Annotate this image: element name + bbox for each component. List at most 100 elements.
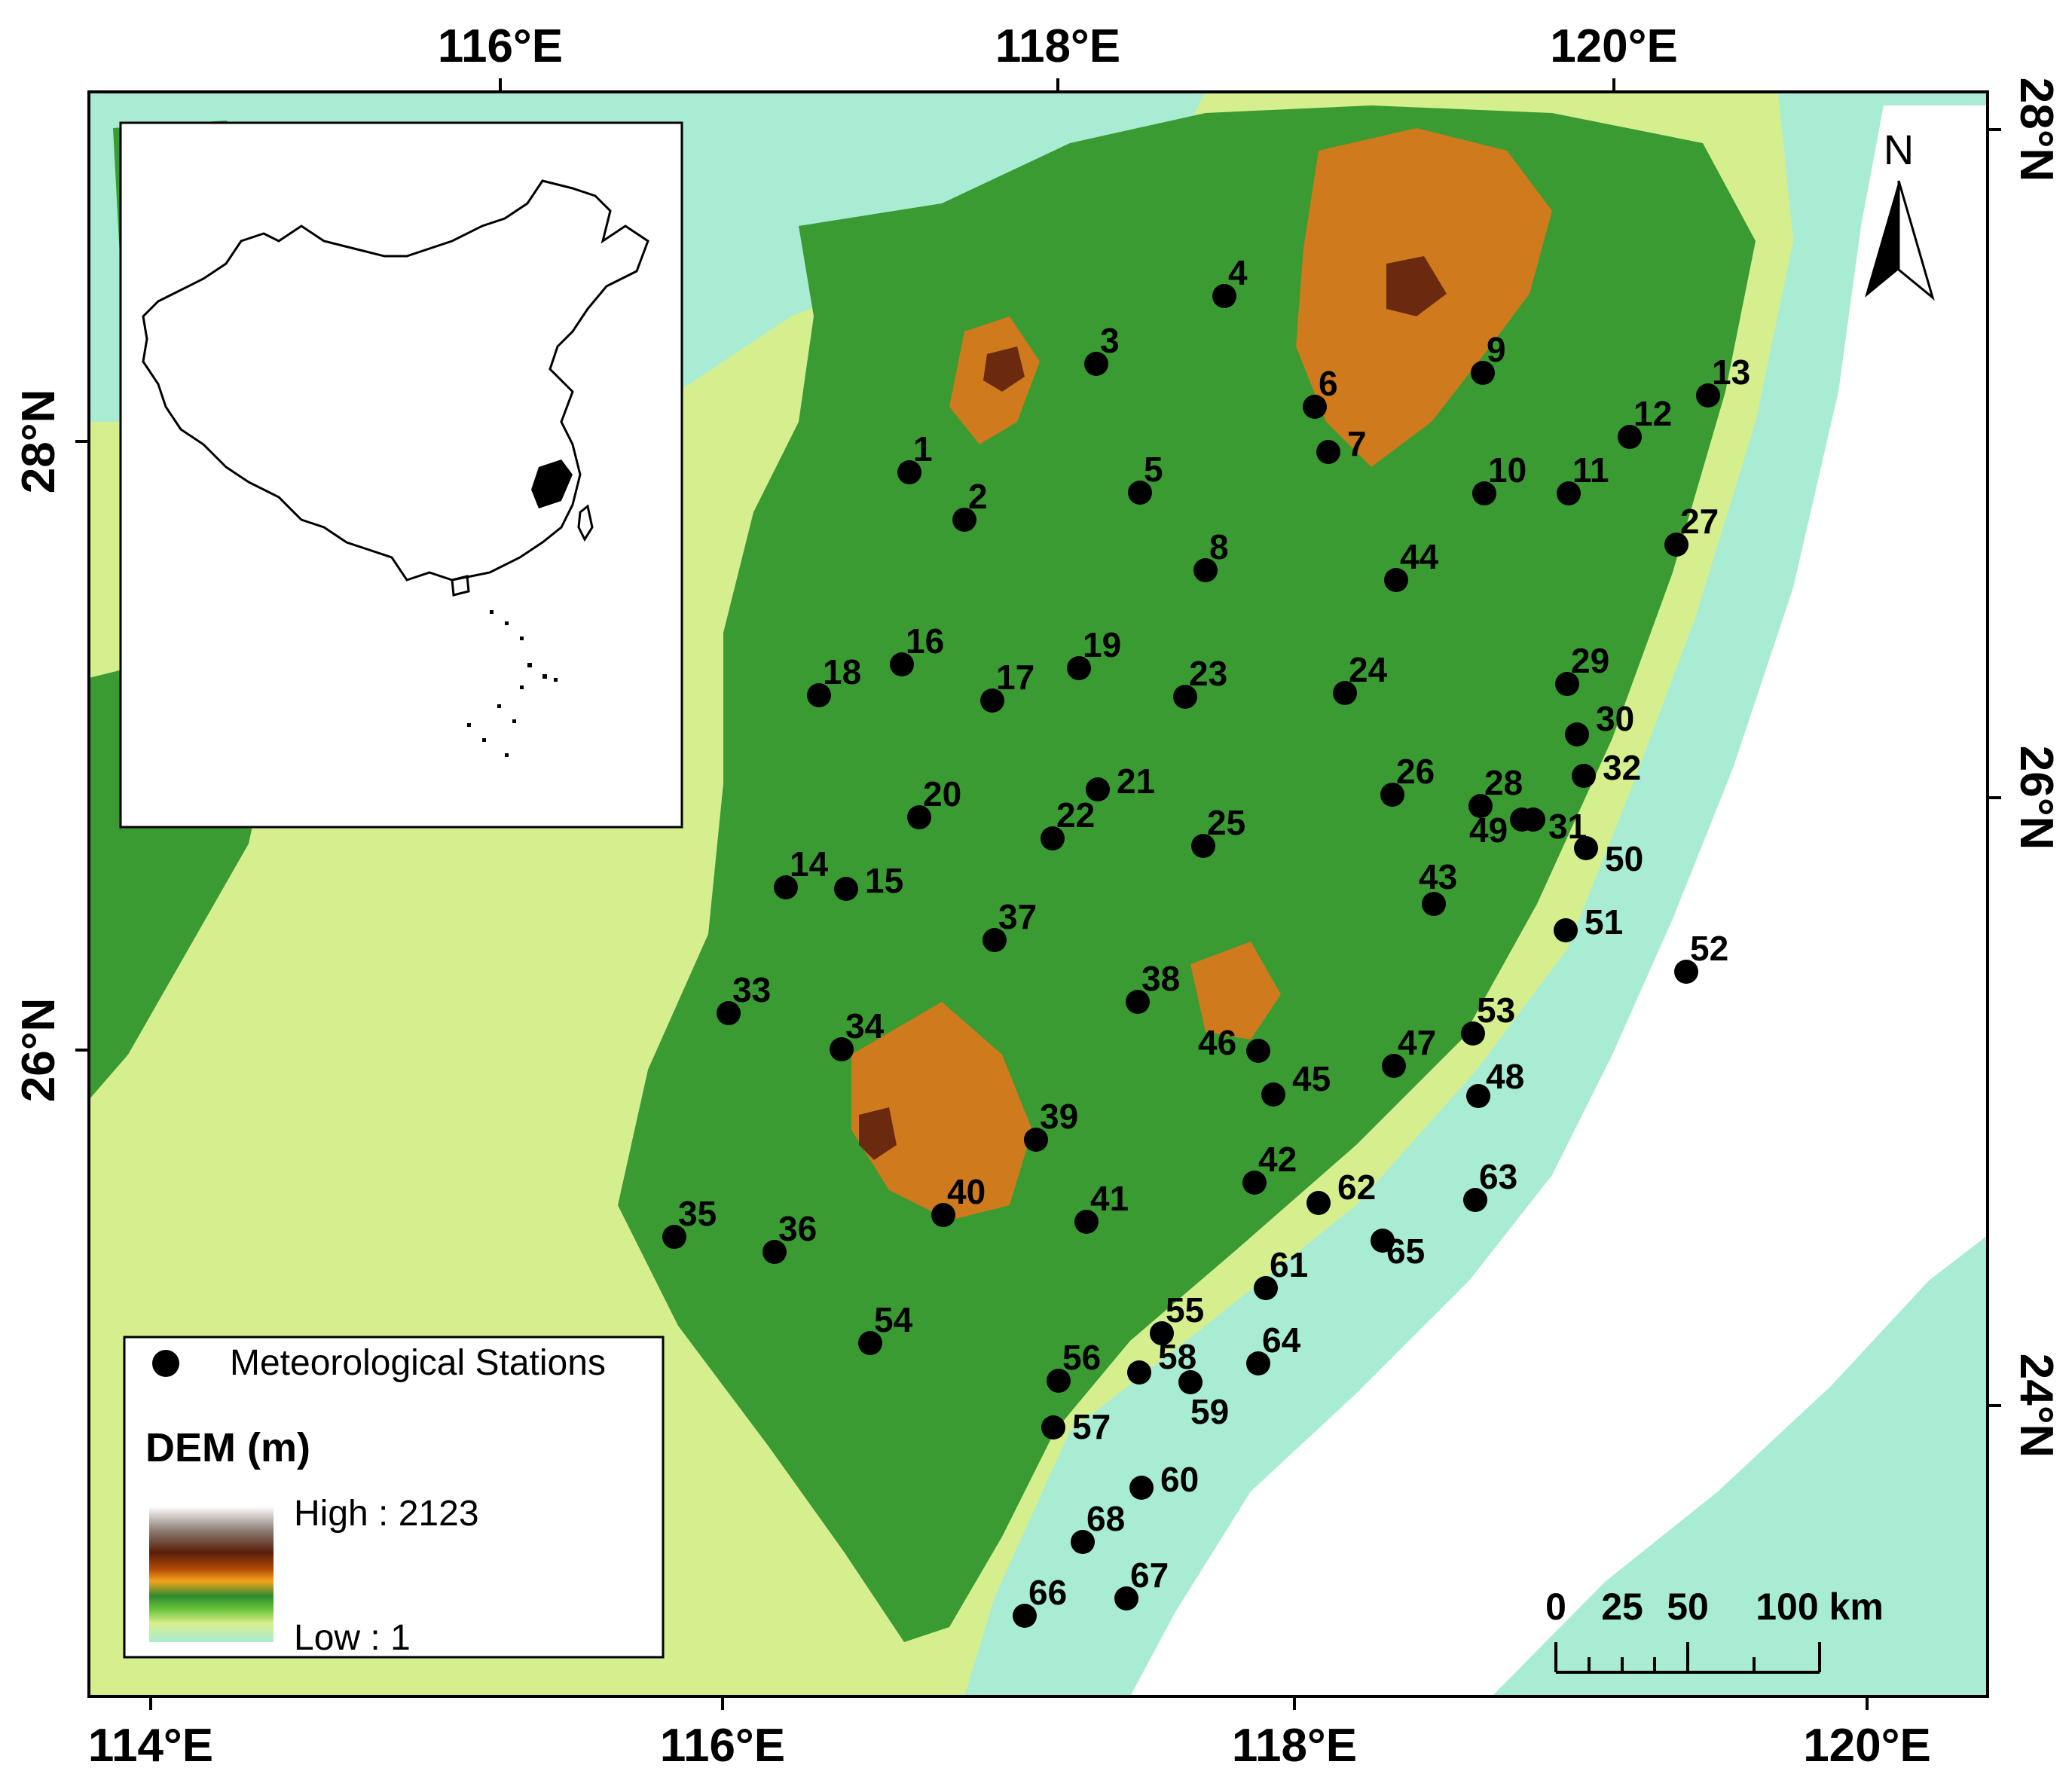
station-label: 8 bbox=[1209, 527, 1229, 566]
station-marker: 24 bbox=[1333, 650, 1388, 705]
station-marker: 46 bbox=[1198, 1023, 1270, 1063]
bottom-tick-label: 114°E bbox=[88, 1720, 213, 1772]
station-label: 38 bbox=[1141, 959, 1180, 998]
station-label: 49 bbox=[1469, 811, 1508, 850]
left-tick-label: 26°N bbox=[13, 998, 65, 1103]
station-dot bbox=[1013, 1604, 1037, 1628]
station-dot bbox=[1246, 1351, 1270, 1375]
station-dot bbox=[1041, 826, 1065, 850]
station-marker: 57 bbox=[1041, 1407, 1111, 1446]
station-label: 47 bbox=[1398, 1023, 1436, 1062]
station-dot bbox=[1461, 1021, 1485, 1046]
bottom-tick-label: 120°E bbox=[1803, 1720, 1931, 1772]
station-dot bbox=[1074, 1210, 1099, 1234]
china-outline bbox=[142, 179, 649, 582]
station-label: 67 bbox=[1130, 1555, 1169, 1595]
station-marker: 64 bbox=[1246, 1320, 1301, 1375]
station-label: 53 bbox=[1477, 991, 1515, 1030]
bottom-tick-label: 116°E bbox=[660, 1720, 785, 1772]
station-dot bbox=[1246, 1039, 1270, 1063]
station-marker: 5 bbox=[1128, 450, 1163, 505]
station-dot bbox=[1173, 685, 1197, 709]
station-marker: 29 bbox=[1555, 641, 1609, 696]
station-dot bbox=[1128, 481, 1152, 505]
station-marker: 45 bbox=[1261, 1059, 1331, 1107]
axis-labels: 116°E 118°E 120°E 114°E 116°E 118°E 120°… bbox=[13, 20, 2062, 1772]
station-label: 17 bbox=[996, 658, 1034, 697]
station-label: 42 bbox=[1258, 1140, 1297, 1179]
station-label: 41 bbox=[1090, 1179, 1129, 1218]
station-dot bbox=[1306, 1191, 1331, 1215]
station-marker: 55 bbox=[1150, 1290, 1204, 1345]
station-label: 15 bbox=[865, 861, 903, 900]
station-label: 2 bbox=[968, 477, 988, 516]
station-label: 56 bbox=[1062, 1338, 1101, 1377]
station-label: 10 bbox=[1488, 450, 1526, 490]
station-label: 16 bbox=[906, 621, 944, 661]
station-label: 52 bbox=[1690, 929, 1728, 968]
station-label: 29 bbox=[1571, 641, 1609, 680]
frame-ticks bbox=[75, 78, 2001, 1710]
station-dot bbox=[1067, 656, 1091, 680]
station-dot bbox=[980, 688, 1004, 713]
station-dot bbox=[1471, 361, 1495, 385]
station-dot bbox=[1126, 990, 1150, 1014]
station-dot bbox=[1333, 681, 1357, 705]
station-marker: 26 bbox=[1380, 752, 1435, 807]
station-marker: 53 bbox=[1461, 991, 1515, 1046]
station-dot bbox=[890, 652, 914, 676]
station-dot bbox=[1150, 1321, 1174, 1345]
station-dot bbox=[952, 508, 976, 532]
station-label: 63 bbox=[1479, 1157, 1517, 1196]
station-label: 43 bbox=[1419, 857, 1457, 896]
station-label: 3 bbox=[1100, 321, 1120, 360]
station-label: 34 bbox=[845, 1006, 885, 1046]
station-label: 39 bbox=[1040, 1097, 1078, 1136]
station-marker: 21 bbox=[1086, 762, 1155, 801]
station-dot bbox=[1557, 481, 1581, 505]
station-dot bbox=[1468, 794, 1493, 818]
station-marker: 66 bbox=[1013, 1573, 1067, 1628]
station-dot bbox=[858, 1331, 882, 1355]
legend-stations-label: Meteorological Stations bbox=[230, 1343, 606, 1383]
station-label: 25 bbox=[1207, 803, 1245, 842]
station-dot bbox=[1618, 425, 1642, 449]
station-dot bbox=[1047, 1369, 1071, 1393]
north-arrow-label: N bbox=[1884, 126, 1914, 173]
station-marker: 41 bbox=[1074, 1179, 1129, 1234]
station-marker: 58 bbox=[1127, 1337, 1196, 1385]
station-marker: 50 bbox=[1574, 836, 1643, 878]
station-dot bbox=[1086, 777, 1110, 801]
station-dot bbox=[1555, 672, 1579, 696]
peak-north bbox=[1386, 256, 1447, 316]
station-marker: 20 bbox=[907, 774, 961, 829]
station-label: 60 bbox=[1160, 1460, 1199, 1499]
station-dot bbox=[1193, 558, 1218, 582]
hainan-island bbox=[451, 575, 470, 597]
legend-color-ramp bbox=[149, 1507, 274, 1642]
station-label: 30 bbox=[1596, 699, 1634, 738]
station-marker: 39 bbox=[1024, 1097, 1078, 1152]
top-tick-label: 116°E bbox=[438, 20, 563, 72]
station-dot bbox=[1024, 1128, 1048, 1152]
station-dot bbox=[1510, 808, 1534, 832]
station-label: 65 bbox=[1386, 1232, 1425, 1271]
station-label: 9 bbox=[1487, 330, 1506, 369]
station-dot bbox=[774, 875, 798, 899]
station-marker: 36 bbox=[762, 1209, 817, 1264]
station-label: 54 bbox=[874, 1300, 913, 1339]
station-dot bbox=[762, 1240, 787, 1264]
station-label: 36 bbox=[778, 1209, 817, 1248]
station-label: 45 bbox=[1292, 1059, 1331, 1098]
left-tick-label: 28°N bbox=[13, 389, 65, 494]
station-label: 33 bbox=[732, 970, 771, 1009]
station-dot bbox=[1114, 1586, 1138, 1610]
station-dot bbox=[1041, 1415, 1065, 1439]
inset-frame bbox=[119, 121, 683, 829]
station-dot bbox=[1422, 892, 1446, 916]
station-label: 28 bbox=[1484, 763, 1523, 802]
station-dot bbox=[1084, 352, 1108, 376]
station-label: 64 bbox=[1262, 1320, 1301, 1360]
station-marker: 27 bbox=[1664, 502, 1719, 557]
station-marker: 12 bbox=[1618, 394, 1672, 449]
